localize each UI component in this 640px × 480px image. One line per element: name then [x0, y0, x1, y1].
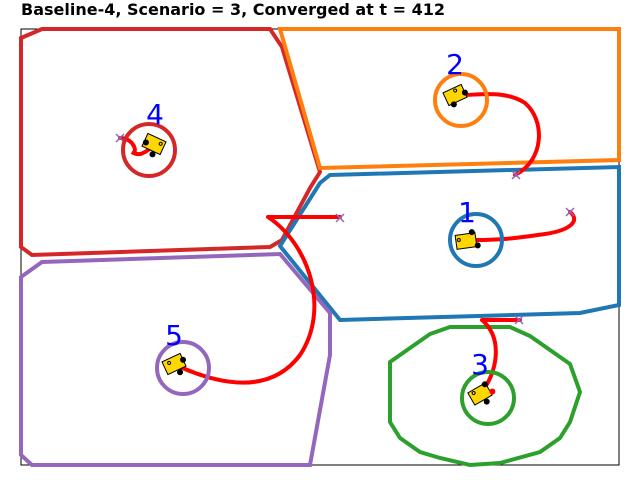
region-5-boundary [19, 251, 332, 467]
robot-icon [442, 83, 468, 108]
plot-title: Baseline-4, Scenario = 3, Converged at t… [21, 0, 445, 19]
x-marker-icon [565, 207, 575, 217]
sensing-circle-2 [433, 72, 489, 128]
region-2-boundary [277, 27, 621, 171]
region-1-boundary [277, 164, 621, 323]
x-marker-icon [335, 213, 345, 223]
trajectories [118, 92, 577, 392]
sensing-circle-1 [448, 212, 504, 268]
region-4-label: 4 [146, 98, 164, 131]
trajectory-robot-5 [176, 215, 342, 385]
region-1-label: 1 [458, 196, 476, 229]
x-marker-icon [514, 315, 524, 325]
region-3-label: 3 [471, 348, 489, 381]
robot-icon [454, 229, 481, 250]
robot-icon [161, 352, 187, 376]
region-4-boundary [19, 27, 323, 258]
robot-icon [467, 381, 496, 406]
robot-icon [141, 132, 167, 158]
region-2-label: 2 [446, 48, 464, 81]
x-marker-icon [511, 170, 521, 180]
region-5-label: 5 [165, 319, 183, 352]
sensing-circle-4 [121, 122, 177, 178]
sensing-circle-3 [460, 370, 516, 426]
sensing-circle-5 [155, 340, 211, 396]
trajectory-robot-2 [460, 92, 541, 177]
